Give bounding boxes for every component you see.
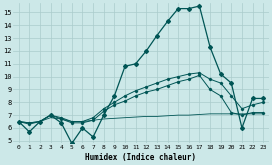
X-axis label: Humidex (Indice chaleur): Humidex (Indice chaleur) [85,152,196,162]
